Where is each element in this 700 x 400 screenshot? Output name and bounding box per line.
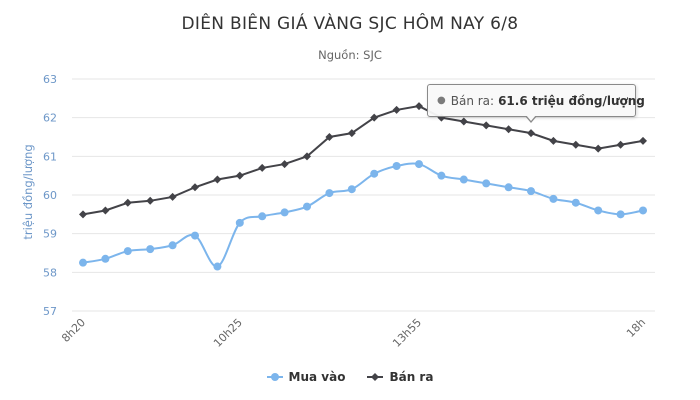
series-mua-vao[interactable] [79,160,647,271]
circle-line-icon [266,373,283,381]
data-point[interactable] [168,192,177,201]
data-point[interactable] [459,175,468,184]
data-point[interactable] [280,160,289,169]
y-tick-label: 60 [43,189,57,202]
gridlines [72,78,655,312]
data-point[interactable] [258,212,267,221]
data-point[interactable] [347,129,356,138]
y-tick-label: 63 [43,73,57,86]
data-point[interactable] [392,162,401,170]
x-tick-label: 8h20 [59,316,88,345]
data-point[interactable] [123,198,132,207]
data-point[interactable] [639,136,647,145]
tooltip-pointer-inner [526,115,536,121]
x-axis-ticks: 8h20 10h25 13h55 18h [59,316,648,350]
data-point[interactable] [79,258,87,267]
chart-subtitle: Nguồn: SJC [318,48,382,62]
data-point[interactable] [146,245,155,254]
data-point[interactable] [213,262,222,271]
series-line[interactable] [82,162,644,268]
data-point[interactable] [101,254,110,263]
x-tick-label: 18h [624,316,648,340]
series-group[interactable] [79,102,647,271]
data-point[interactable] [504,183,513,192]
data-point[interactable] [191,183,199,192]
diamond-line-icon [367,373,384,381]
data-point[interactable] [571,140,580,149]
data-point[interactable] [415,160,423,169]
y-tick-label: 61 [43,150,57,163]
data-point[interactable] [571,198,580,207]
legend-item-ban-ra[interactable]: Bán ra [367,370,433,384]
data-point[interactable] [347,185,356,194]
data-point[interactable] [123,247,132,256]
data-point[interactable] [392,105,401,114]
data-point[interactable] [594,144,603,153]
y-tick-label: 58 [43,266,57,279]
y-axis-title: triệu đồng/lượng [21,144,35,239]
data-point[interactable] [527,187,535,196]
legend-item-mua-vao[interactable]: Mua vào [266,370,346,384]
x-tick-label: 10h25 [211,316,245,350]
x-tick-label: 13h55 [390,316,424,350]
y-tick-label: 57 [43,305,57,318]
data-point[interactable] [639,206,647,215]
data-point[interactable] [303,202,311,211]
legend: Mua vào Bán ra [0,370,700,384]
data-point[interactable] [325,133,334,141]
data-point[interactable] [235,218,244,227]
data-point[interactable] [415,102,423,111]
data-point[interactable] [616,210,625,219]
data-point[interactable] [527,129,535,138]
y-tick-label: 62 [43,112,57,125]
tooltip-series-label: Bán ra: [450,93,495,108]
data-point[interactable] [616,140,625,149]
data-point[interactable] [191,231,199,240]
data-point[interactable] [482,179,491,188]
data-point[interactable] [437,171,446,180]
legend-label: Bán ra [389,370,434,384]
data-point[interactable] [258,163,267,172]
data-point[interactable] [504,125,513,134]
tooltip-marker-icon: ● [437,95,446,106]
data-point[interactable] [482,121,491,130]
data-point[interactable] [168,241,177,250]
data-point[interactable] [235,171,244,180]
series-line[interactable] [82,105,644,216]
data-point[interactable] [549,136,558,145]
data-point[interactable] [594,206,603,215]
data-point[interactable] [79,210,87,219]
data-point[interactable] [370,113,379,122]
legend-label: Mua vào [288,370,346,384]
tooltip: ● Bán ra: 61.6 triệu đồng/lượng [427,84,645,117]
y-axis-ticks: 57 58 59 60 61 62 63 [43,73,57,318]
data-point[interactable] [459,117,468,126]
data-point[interactable] [280,208,289,217]
data-point[interactable] [549,194,558,203]
tooltip-value: 61.6 triệu đồng/lượng [498,93,645,108]
chart-title: DIÊN BIÊN GIÁ VÀNG SJC HÔM NAY 6/8 [181,14,519,34]
data-point[interactable] [213,175,222,184]
data-point[interactable] [101,206,110,215]
y-tick-label: 59 [43,228,57,241]
data-point[interactable] [325,189,334,198]
data-point[interactable] [146,196,155,205]
data-point[interactable] [370,169,379,178]
data-point[interactable] [303,152,311,161]
